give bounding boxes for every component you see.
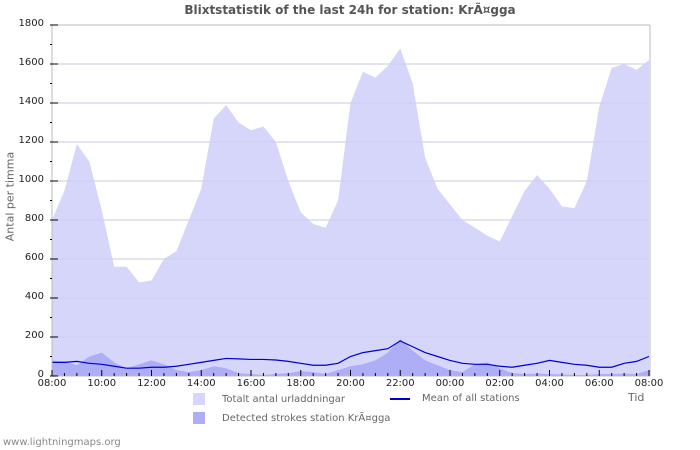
y-tick-label: 1600 — [18, 57, 44, 68]
y-tick-label: 1800 — [18, 18, 44, 29]
x-axis-label: Tid — [628, 391, 645, 404]
y-tick-label: 400 — [24, 291, 44, 302]
y-axis-label: Antal per timma — [3, 151, 17, 242]
legend-swatch-detected — [193, 412, 205, 424]
x-tick-label: 02:00 — [485, 378, 515, 389]
legend-label-detected: Detected strokes station KrÃ¤gga — [222, 412, 391, 424]
legend-label-total: Totalt antal urladdningar — [222, 393, 346, 405]
y-tick-label: 0 — [37, 369, 44, 380]
x-tick-label: 12:00 — [137, 378, 166, 389]
legend-swatch-mean — [390, 397, 410, 400]
mean-line — [52, 340, 650, 369]
x-tick-label: 04:00 — [535, 378, 564, 389]
x-tick-label: 06:00 — [584, 378, 614, 389]
x-tick-label: 10:00 — [87, 378, 117, 389]
y-tick-label: 200 — [24, 330, 44, 341]
legend-item-total: Totalt antal urladdningar — [193, 393, 345, 405]
y-tick-label: 600 — [24, 252, 44, 263]
legend-item-mean: Mean of all stations — [390, 393, 520, 404]
y-tick-label: 1400 — [18, 96, 44, 107]
x-tick-label: 20:00 — [336, 378, 365, 389]
site-link[interactable]: www.lightningmaps.org — [3, 437, 121, 448]
x-tick-label: 14:00 — [186, 378, 216, 389]
x-tick-label: 16:00 — [236, 378, 266, 389]
x-tick-label: 08:00 — [37, 378, 67, 389]
y-tick-label: 1000 — [18, 174, 44, 185]
detected-area — [52, 338, 649, 376]
y-tick-label: 800 — [24, 213, 44, 224]
x-tick-label: 00:00 — [435, 378, 465, 389]
x-tick-label: 08:00 — [634, 378, 664, 389]
y-tick-label: 1200 — [18, 135, 44, 146]
legend-label-mean: Mean of all stations — [422, 393, 520, 404]
chart-title: Blixtstatistik of the last 24h for stati… — [184, 3, 516, 17]
legend-swatch-total — [193, 393, 205, 405]
legend-item-detected: Detected strokes station KrÃ¤gga — [193, 412, 390, 424]
x-tick-label: 18:00 — [286, 378, 316, 389]
total-area — [52, 48, 649, 377]
x-tick-label: 22:00 — [385, 378, 415, 389]
